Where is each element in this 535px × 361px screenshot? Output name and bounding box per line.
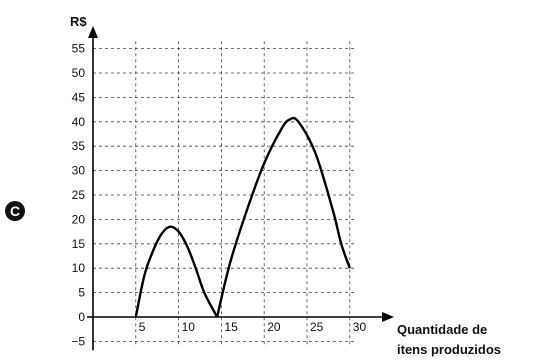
x-axis-label-line-1: Quantidade de <box>397 322 487 337</box>
axes <box>87 26 394 351</box>
y-tick-label-0: 0 <box>78 310 85 324</box>
y-tick-label-40: 40 <box>72 115 86 129</box>
x-tick-label-15: 15 <box>224 320 238 334</box>
series-0-arc-2 <box>215 116 351 318</box>
y-tick-label--5: −5 <box>71 334 85 348</box>
y-tick-label-20: 20 <box>72 212 86 226</box>
y-tick-label-35: 35 <box>72 139 86 153</box>
series-0-arc-1 <box>134 225 219 318</box>
data-curves <box>134 116 351 318</box>
x-tick-label-25: 25 <box>310 320 324 334</box>
y-tick-label-10: 10 <box>72 261 86 275</box>
x-axis-label-line-2: itens produzidos <box>397 342 501 357</box>
y-tick-label-5: 5 <box>78 286 85 300</box>
y-tick-label-30: 30 <box>72 164 86 178</box>
y-tick-label-15: 15 <box>72 237 86 251</box>
x-tick-label-10: 10 <box>182 320 196 334</box>
y-axis-arrow <box>88 26 98 38</box>
x-tick-labels: 5 10 15 20 25 30 <box>139 320 367 334</box>
y-tick-label-25: 25 <box>72 188 86 202</box>
x-tick-label-30: 30 <box>353 320 367 334</box>
y-tick-label-55: 55 <box>72 42 86 56</box>
x-tick-label-5: 5 <box>139 320 146 334</box>
y-tick-labels: −5 0 5 10 15 20 25 30 35 40 45 50 55 <box>71 42 85 349</box>
y-tick-label-45: 45 <box>72 90 86 104</box>
y-tick-label-50: 50 <box>72 66 86 80</box>
x-axis-arrow <box>382 312 394 322</box>
grid <box>93 41 355 347</box>
y-axis-label: R$ <box>70 14 87 29</box>
option-c-badge: C <box>5 201 25 221</box>
x-tick-label-20: 20 <box>267 320 281 334</box>
